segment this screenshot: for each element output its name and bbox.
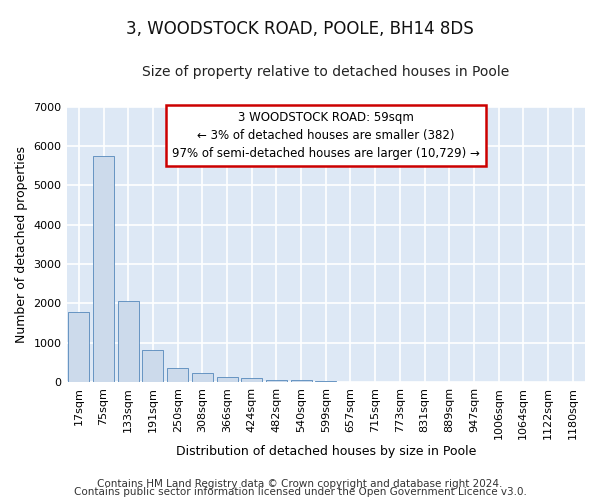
Bar bbox=[142, 350, 163, 382]
Bar bbox=[68, 312, 89, 382]
Bar bbox=[192, 373, 213, 382]
Bar bbox=[93, 156, 114, 382]
Title: Size of property relative to detached houses in Poole: Size of property relative to detached ho… bbox=[142, 65, 509, 79]
Bar bbox=[167, 368, 188, 382]
Y-axis label: Number of detached properties: Number of detached properties bbox=[15, 146, 28, 343]
Bar bbox=[217, 377, 238, 382]
Bar bbox=[290, 380, 311, 382]
Bar bbox=[241, 378, 262, 382]
Text: 3 WOODSTOCK ROAD: 59sqm
← 3% of detached houses are smaller (382)
97% of semi-de: 3 WOODSTOCK ROAD: 59sqm ← 3% of detached… bbox=[172, 110, 480, 160]
Bar bbox=[266, 380, 287, 382]
X-axis label: Distribution of detached houses by size in Poole: Distribution of detached houses by size … bbox=[176, 444, 476, 458]
Bar bbox=[118, 302, 139, 382]
Text: 3, WOODSTOCK ROAD, POOLE, BH14 8DS: 3, WOODSTOCK ROAD, POOLE, BH14 8DS bbox=[126, 20, 474, 38]
Text: Contains HM Land Registry data © Crown copyright and database right 2024.: Contains HM Land Registry data © Crown c… bbox=[97, 479, 503, 489]
Text: Contains public sector information licensed under the Open Government Licence v3: Contains public sector information licen… bbox=[74, 487, 526, 497]
Bar bbox=[315, 381, 336, 382]
